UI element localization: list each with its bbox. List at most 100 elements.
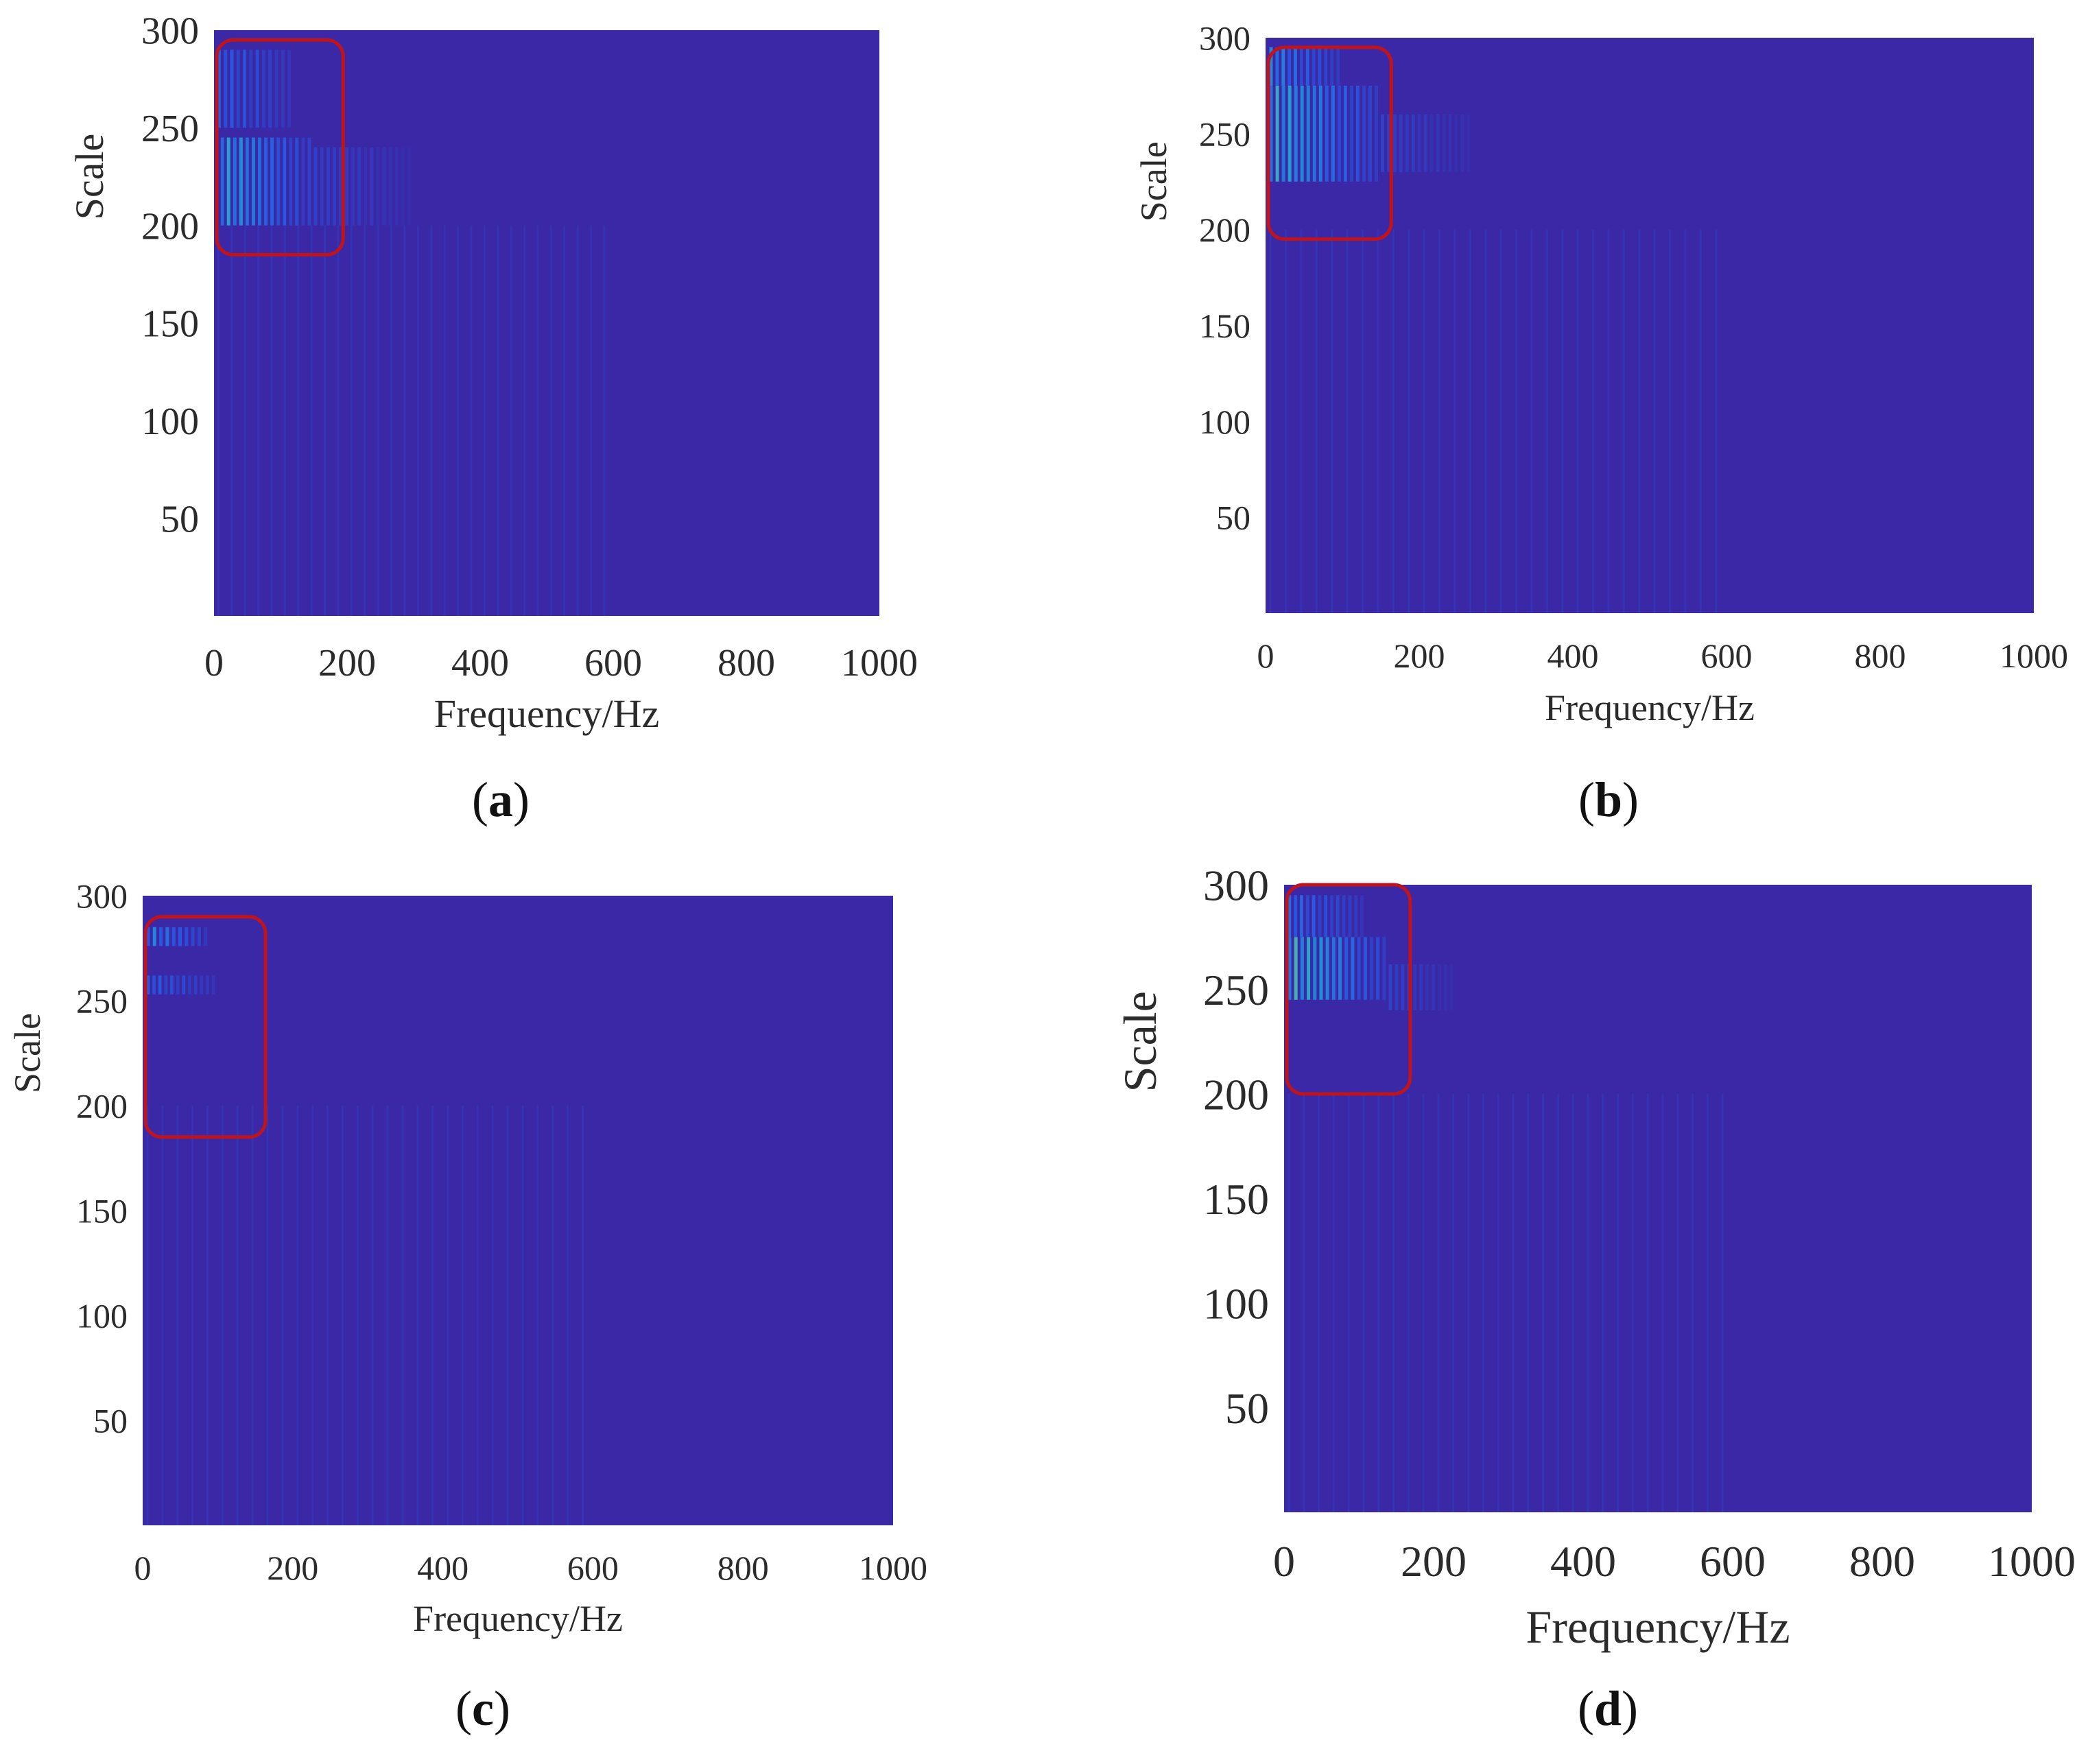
x-tick-label: 1000 [2000,636,2068,675]
heatmap-streak [289,137,293,226]
heatmap-streak [1354,895,1358,938]
heatmap-faint-streak [1362,1094,1365,1512]
hotspot-a-1 [217,49,292,128]
heatmap-streak [182,975,186,994]
x-axis-label: Frequency/Hz [434,691,660,736]
heatmap-faint-streak [1454,229,1456,614]
heatmap-streak [1442,114,1446,172]
heatmap-faint-streak [401,1106,404,1525]
heatmap-streak [1324,47,1328,86]
heatmap-faint-streak [257,225,260,617]
y-tick-label: 150 [1203,1175,1269,1224]
heatmap-streak [1370,937,1374,1000]
hotspot-b-1 [1269,47,1340,86]
heatmap-streak [1436,114,1440,172]
heatmap-streak [243,49,247,128]
heatmap-faint-streak [403,225,406,617]
heatmap-streak [1324,895,1328,938]
hotspot-d-1 [1288,895,1364,938]
y-tick-label: 250 [76,982,128,1021]
heatmap-streak [283,137,287,226]
highlight-box-d [1285,883,1412,1096]
heatmap-streak [407,147,411,226]
heatmap-faint-streak [1288,1094,1290,1512]
y-tick-label: 100 [141,401,199,443]
heatmap-faint-streak [283,225,286,617]
heatmap-streak [1348,895,1352,938]
heatmap-faint-streak [506,1106,509,1525]
panel-caption-b: (b) [1578,772,1639,827]
heatmap-streak [401,147,405,226]
heatmap-streak [1342,895,1346,938]
heatmap-streak [357,147,361,226]
x-tick-label: 0 [1257,636,1274,675]
heatmap-streak [388,147,392,226]
heatmap-streak [1382,937,1386,1000]
heatmap-faint-streak [1303,1094,1305,1512]
heatmap-streak [1337,85,1341,182]
highlight-box-b [1266,45,1393,241]
heatmap-faint-streak [523,225,526,617]
heatmap-streak [251,137,255,226]
x-tick-label: 0 [204,642,224,684]
heatmap-streak [204,927,208,946]
heatmap-faint-streak [590,225,593,617]
heatmap-streak [1319,937,1323,1000]
panel-caption-letter: a [488,772,513,827]
heatmap-faint-streak [244,225,246,617]
heatmap-faint-streak [551,1106,554,1525]
panel-caption-letter: d [1594,1681,1622,1736]
y-tick-label: 150 [1199,307,1250,345]
x-tick-label: 800 [717,642,775,684]
heatmap-faint-streak [1715,229,1718,614]
heatmap-faint-streak [470,225,473,617]
heatmap-faint-streak [1692,1094,1694,1512]
heatmap-faint-streak [1332,1094,1335,1512]
x-tick-label: 600 [1700,1537,1766,1586]
hotspot-a-0 [220,137,311,226]
heatmap-streak [1344,937,1349,1000]
heatmap-faint-streak [1452,1094,1455,1512]
panel-a: 50 100 150 200 250 300 0 200 400 600 800 1000 Freque… [67,10,918,827]
x-tick-label: 600 [567,1549,619,1587]
heatmap-streak [191,927,195,946]
heatmap-streak [274,49,278,128]
y-tick-label: 50 [1225,1384,1269,1433]
y-tick-label: 100 [1203,1279,1269,1328]
heatmap-faint-streak [1467,1094,1470,1512]
heatmap-streak [171,927,176,946]
heatmap-faint-streak [603,225,606,617]
heatmap-streak [1437,964,1441,1010]
heatmap-faint-streak [371,1106,374,1525]
heatmap-faint-streak [230,225,233,617]
heatmap-streak [1325,85,1329,182]
heatmap-streak [158,975,162,994]
heatmap-streak [1275,47,1279,86]
heatmap-streak [1423,114,1427,172]
heatmap-faint-streak [386,1106,389,1525]
heatmap-streak [1360,895,1364,938]
panel-b: 50 100 150 200 250 300 0 200 400 600 800 1000 Freque… [1133,19,2068,828]
heatmap-streak [1355,85,1360,182]
heatmap-faint-streak [206,1106,209,1525]
heatmap-streak [1312,895,1316,938]
x-tick-label: 200 [318,642,376,684]
heatmap-faint-streak [1346,229,1349,614]
heatmap-faint-streak [176,1106,179,1525]
heatmap-streak [1388,964,1392,1010]
heatmap-streak [1338,937,1342,1000]
heatmap-faint-streak [221,1106,224,1525]
heatmap-streak [1312,85,1316,182]
heatmap-faint-streak [1512,1094,1515,1512]
heatmap-background-a [214,30,879,616]
heatmap-faint-streak [563,225,566,617]
heatmap-faint-streak [1300,229,1303,614]
heatmap-streak [1318,895,1322,938]
panel-caption-letter: b [1595,772,1622,827]
heatmap-faint-streak [1423,229,1425,614]
heatmap-background-c [143,896,893,1525]
heatmap-faint-streak [161,1106,164,1525]
heatmap-streak [1443,964,1447,1010]
heatmap-streak [287,49,292,128]
